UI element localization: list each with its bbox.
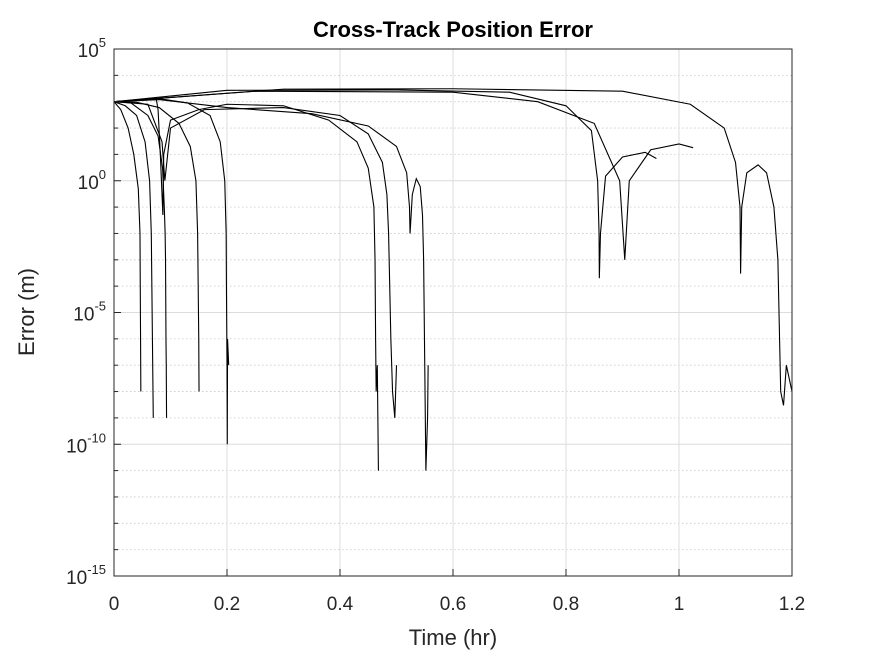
x-tick-label: 0 <box>109 594 120 615</box>
error-trace-6 <box>113 99 379 471</box>
tick-marks <box>113 48 793 577</box>
x-tick-label: 0.2 <box>214 594 240 615</box>
x-axis-label: Time (hr) <box>409 625 497 650</box>
y-axis-label: Error (m) <box>14 268 39 356</box>
error-trace-1 <box>113 101 142 392</box>
x-tick-label: 0.6 <box>440 594 466 615</box>
y-tick-labels: 105 100 10-5 10-10 10-15 <box>66 35 106 589</box>
y-tick-label: 10-15 <box>66 562 106 589</box>
error-trace-9 <box>113 89 657 279</box>
chart-title: Cross-Track Position Error <box>313 17 593 42</box>
error-trace-2 <box>113 101 154 418</box>
y-tick-label: 10-5 <box>73 299 106 326</box>
y-tick-label: 10-10 <box>66 430 106 457</box>
x-tick-label: 1.2 <box>779 594 805 615</box>
y-tick-label: 100 <box>78 167 106 194</box>
x-tick-label: 0.4 <box>327 594 354 615</box>
error-trace-11 <box>113 88 793 406</box>
plot-area <box>113 48 793 577</box>
x-tick-label: 0.8 <box>553 594 579 615</box>
error-trace-10 <box>113 90 694 260</box>
y-tick-label: 105 <box>78 35 106 62</box>
error-trace-7 <box>113 101 398 418</box>
x-tick-label: 1 <box>674 594 685 615</box>
x-tick-labels: 0 0.2 0.4 0.6 0.8 1 1.2 <box>109 594 806 615</box>
error-trace-3 <box>113 101 168 418</box>
data-traces <box>113 88 793 471</box>
error-trace-8 <box>113 98 429 471</box>
